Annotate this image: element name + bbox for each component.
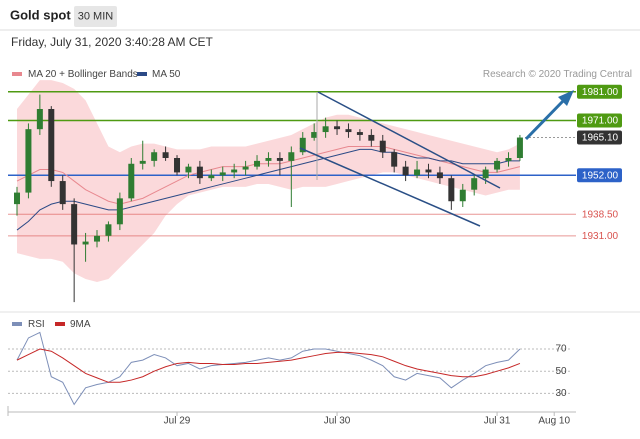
candle-body bbox=[379, 140, 386, 153]
candle-body bbox=[25, 129, 32, 193]
candle-body bbox=[151, 152, 158, 161]
interval-label[interactable]: 30 MIN bbox=[78, 10, 114, 22]
arrow-shaft bbox=[524, 98, 566, 141]
candle-body bbox=[105, 224, 112, 236]
bollinger-band bbox=[17, 80, 520, 282]
legend-swatch bbox=[55, 322, 65, 326]
plot-layer: 1981.00 1971.00 1965.10 1952.00 1938.50 1931.… bbox=[7, 80, 622, 427]
legend-label: 9MA bbox=[70, 319, 91, 330]
candle-body bbox=[482, 169, 489, 179]
candle-body bbox=[448, 178, 455, 202]
candle-body bbox=[299, 137, 306, 153]
candle-body bbox=[356, 132, 363, 135]
y-tick-label: 70 bbox=[555, 344, 567, 355]
legend-label: MA 20 + Bollinger Bands bbox=[28, 69, 138, 80]
channel-upper bbox=[317, 91, 501, 189]
candle-body bbox=[516, 137, 523, 158]
candle-body bbox=[48, 109, 55, 182]
candle-body bbox=[505, 158, 512, 161]
y-tick-label: 50 bbox=[555, 366, 567, 377]
channel-lower bbox=[299, 147, 481, 227]
ma-line bbox=[16, 148, 520, 231]
candle-body bbox=[94, 235, 101, 242]
rsi-line bbox=[16, 348, 521, 383]
price-badge bbox=[577, 168, 622, 183]
candle-body bbox=[139, 160, 146, 164]
legend-swatch bbox=[12, 322, 22, 326]
price-badge bbox=[577, 130, 622, 145]
price-level-label: 1965.10 bbox=[582, 133, 619, 144]
candle-body bbox=[436, 172, 443, 179]
candle-body bbox=[82, 241, 89, 245]
price-level-label: 1971.00 bbox=[582, 116, 619, 127]
candle-body bbox=[459, 189, 466, 202]
candle-body bbox=[288, 152, 295, 161]
arrow-head bbox=[558, 90, 574, 106]
candle-body bbox=[162, 152, 169, 158]
candle-body bbox=[59, 181, 66, 205]
candle-body bbox=[219, 172, 226, 176]
legend-label: MA 50 bbox=[152, 69, 181, 80]
y-tick-label: 30 bbox=[555, 388, 567, 399]
candle-body bbox=[494, 160, 501, 170]
candle-body bbox=[276, 158, 283, 161]
price-level-label: 1952.00 bbox=[582, 170, 619, 181]
candle-body bbox=[402, 166, 409, 176]
drawings bbox=[299, 90, 574, 227]
candle-body bbox=[334, 126, 341, 130]
candle-body bbox=[128, 163, 135, 199]
candle-body bbox=[391, 152, 398, 167]
x-tick-label: Jul 29 bbox=[164, 416, 191, 427]
x-tick-label: Jul 30 bbox=[324, 416, 351, 427]
rsi-line bbox=[16, 331, 521, 406]
candle-body bbox=[36, 109, 43, 130]
price-badge bbox=[577, 113, 622, 128]
candle-body bbox=[254, 160, 261, 167]
candle-body bbox=[471, 178, 478, 190]
candle-body bbox=[425, 169, 432, 173]
x-tick-label: Jul 31 bbox=[484, 416, 511, 427]
x-tick-label: Aug 10 bbox=[538, 416, 570, 427]
legend-swatch bbox=[137, 72, 147, 76]
candle-body bbox=[196, 166, 203, 179]
candle-body bbox=[265, 158, 272, 161]
candle-body bbox=[174, 158, 181, 173]
candle-body bbox=[14, 192, 20, 205]
candle-body bbox=[231, 169, 238, 173]
interval-badge[interactable] bbox=[74, 6, 117, 27]
candle-body bbox=[116, 198, 123, 225]
credit: Research © 2020 Trading Central bbox=[483, 69, 632, 80]
candle-body bbox=[71, 204, 78, 245]
price-badge bbox=[577, 84, 622, 99]
candle-body bbox=[345, 129, 352, 133]
instrument-title: Gold spot bbox=[10, 7, 71, 22]
legend-swatch bbox=[12, 72, 22, 76]
price-level-label: 1981.00 bbox=[582, 87, 619, 98]
candle-body bbox=[414, 169, 421, 176]
price-level-label: 1931.00 bbox=[582, 231, 619, 242]
timestamp: Friday, July 31, 2020 3:40:28 AM CET bbox=[11, 35, 214, 49]
candle-body bbox=[208, 175, 215, 179]
candle-body bbox=[242, 166, 249, 170]
candle-body bbox=[368, 134, 375, 141]
candle-body bbox=[185, 166, 192, 173]
legend-label: RSI bbox=[28, 319, 45, 330]
candle-body bbox=[322, 126, 329, 133]
candle-body bbox=[311, 132, 318, 138]
price-level-label: 1938.50 bbox=[582, 209, 619, 220]
